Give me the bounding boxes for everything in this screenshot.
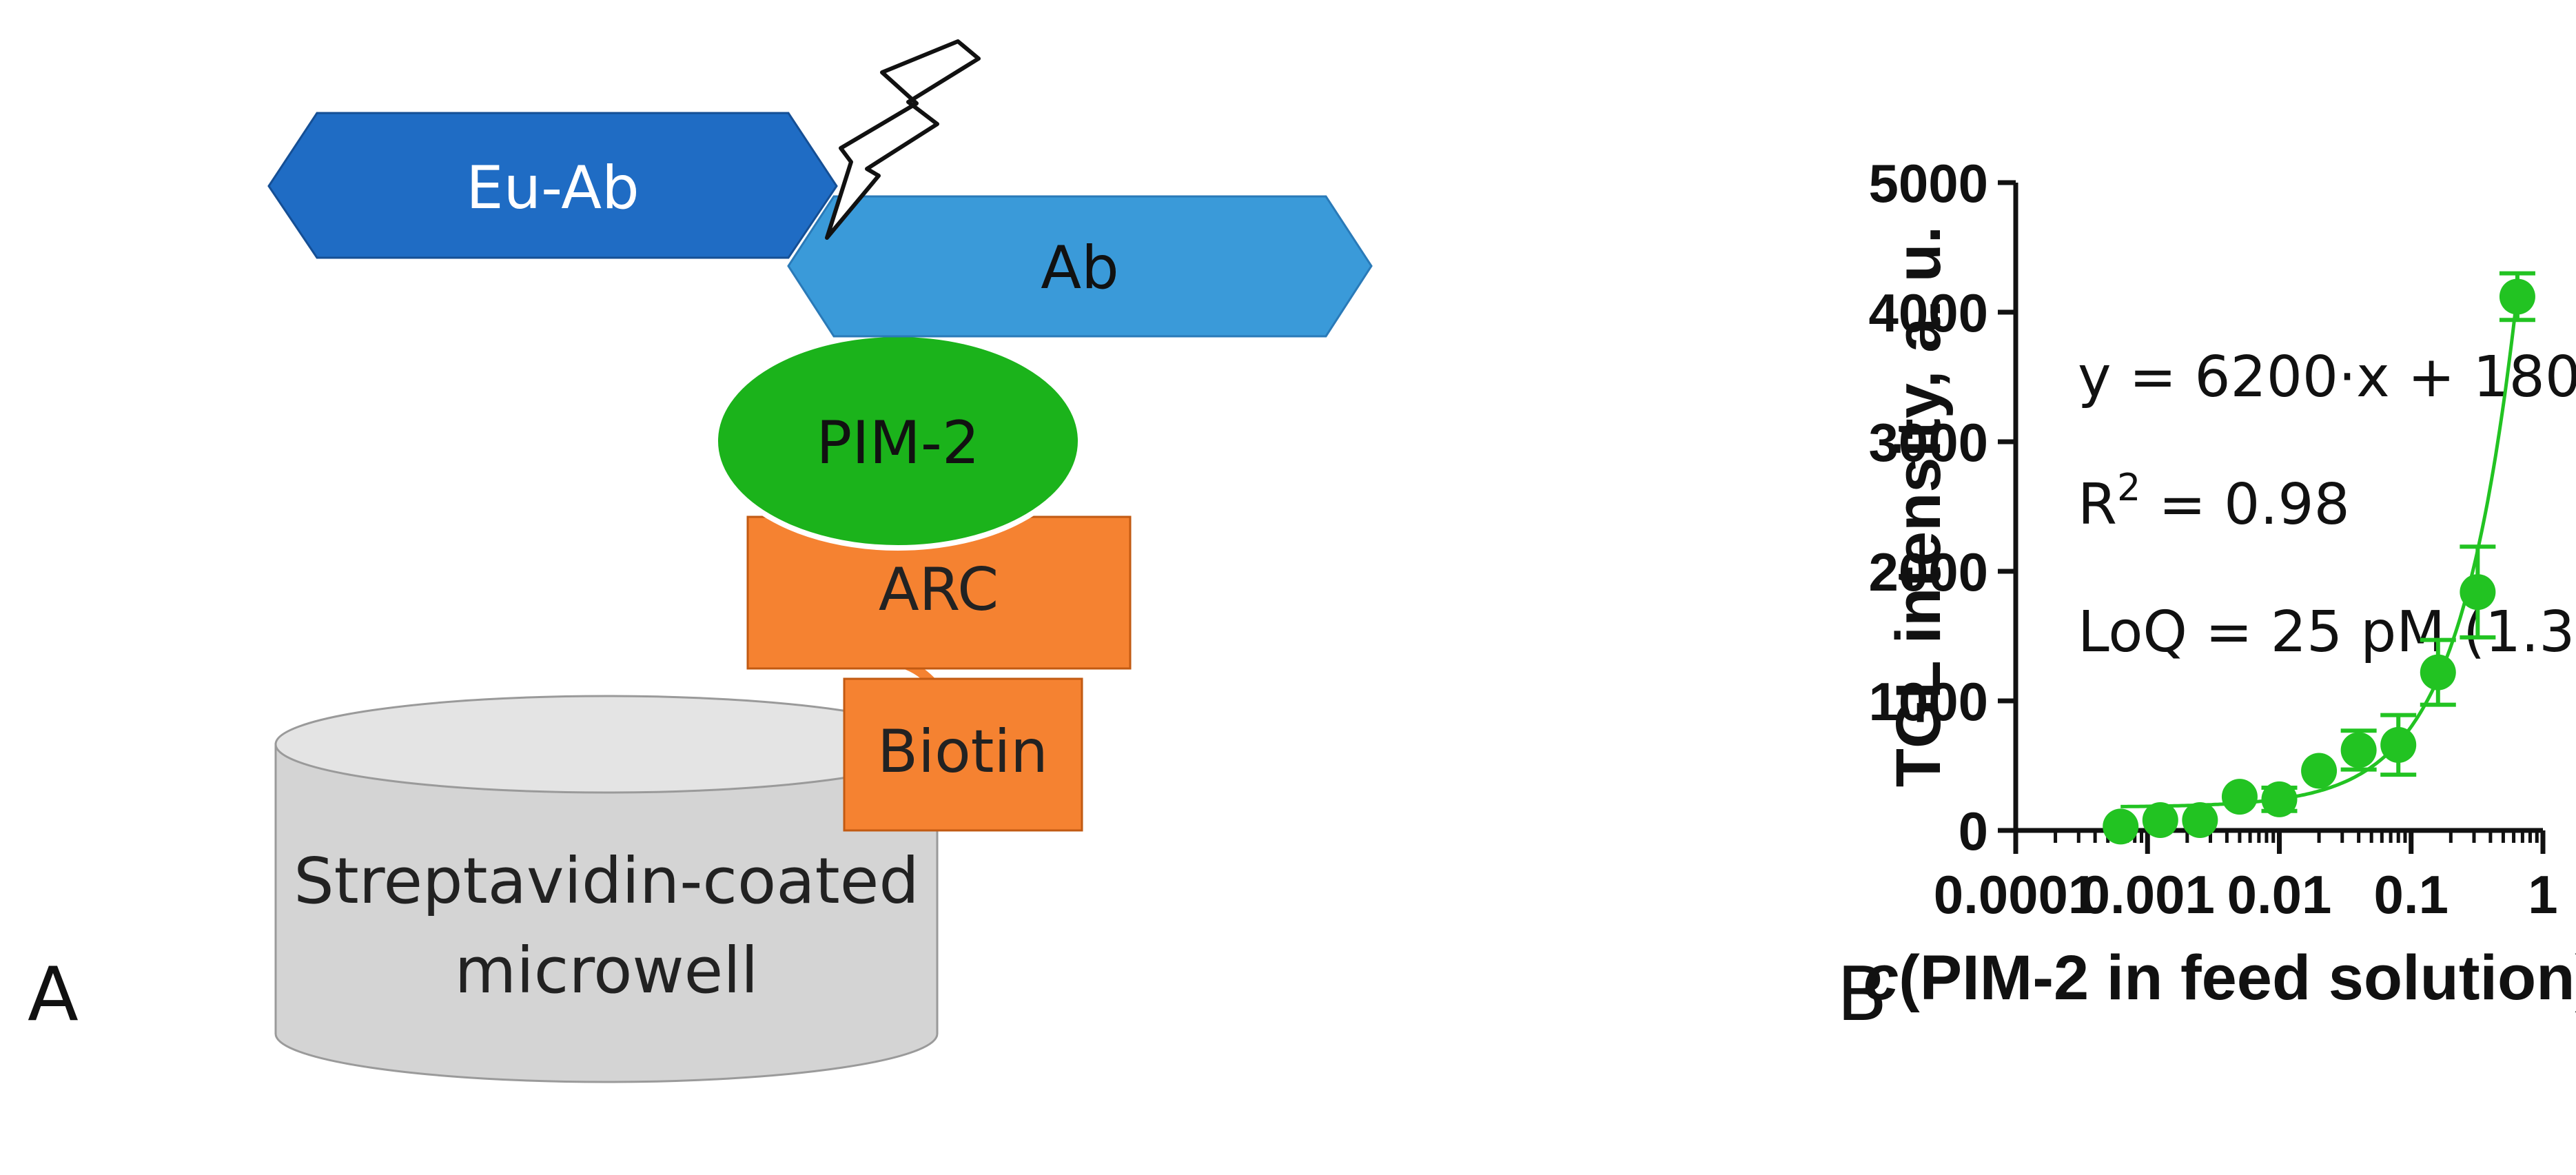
x-axis-title: c(PIM-2 in feed solution), nM [1863,943,2576,1013]
biotin-box: Biotin [843,677,1083,832]
y-tick-label: 3000 [1868,412,1988,473]
panel-label-a: A [28,952,79,1038]
x-tick-label: 0.1 [2374,864,2449,925]
data-point [2103,808,2139,845]
y-tick-label: 1000 [1868,671,1988,732]
data-point [2420,654,2456,691]
data-point [2380,726,2417,763]
fit-line [2120,292,2519,808]
ab-hexagon: Ab [787,195,1373,338]
data-point [2499,278,2535,315]
y-tick-label: 0 [1959,801,1988,861]
data-point [2460,574,2496,611]
x-tick-label: 1 [2528,864,2557,925]
eu-ab-label: Eu-Ab [466,154,639,223]
arc-label: ARC [879,555,999,624]
y-tick-label: 2000 [1868,542,1988,602]
x-tick-label: 0.01 [2227,864,2332,925]
loq-text: LoQ = 25 pM (1.3 fmol) [2078,600,2576,665]
y-tick-label: 4000 [1868,283,1988,343]
eu-ab-hexagon: Eu-Ab [267,112,838,259]
pim2-ellipse: PIM-2 [713,331,1083,551]
x-tick-label: 0.001 [2081,864,2215,925]
x-axis-title-rest: (PIM-2 in feed solution), nM [1899,943,2576,1013]
data-point [2142,801,2178,838]
calibration-chart: B TGL intensity, a. u. c(PIM-2 in feed s… [1837,153,2576,1038]
biotin-label: Biotin [877,717,1048,786]
r-squared-text: R2 = 0.98 [2078,466,2350,538]
data-point [2182,801,2218,838]
regression-annotation: y = 6200·x + 180 R2 = 0.98 LoQ = 25 pM (… [2078,345,2576,665]
data-point [2301,753,2338,789]
streptavidin-microwell: Streptavidin-coated microwell [274,695,939,1083]
equation-text: y = 6200·x + 180 [2078,345,2576,410]
x-tick-label: 0.0001 [1934,864,2098,925]
panel-label-b: B [1837,952,1888,1038]
data-point [2340,732,2377,768]
y-axis-title: TGL intensity, a. u. [1883,226,1954,787]
lightning-icon [825,39,981,240]
well-label-line1: Streptavidin-coated [294,844,919,918]
data-point [2261,781,2298,817]
well-label-line2: microwell [455,934,759,1008]
data-point [2221,779,2258,815]
assay-diagram: Streptavidin-coated microwell Biotin ARC… [28,39,1373,1083]
y-tick-label: 5000 [1868,153,1988,214]
pim2-label: PIM-2 [816,409,979,478]
ab-label: Ab [1041,234,1118,303]
x-axis-title-italic: c [1863,943,1899,1013]
